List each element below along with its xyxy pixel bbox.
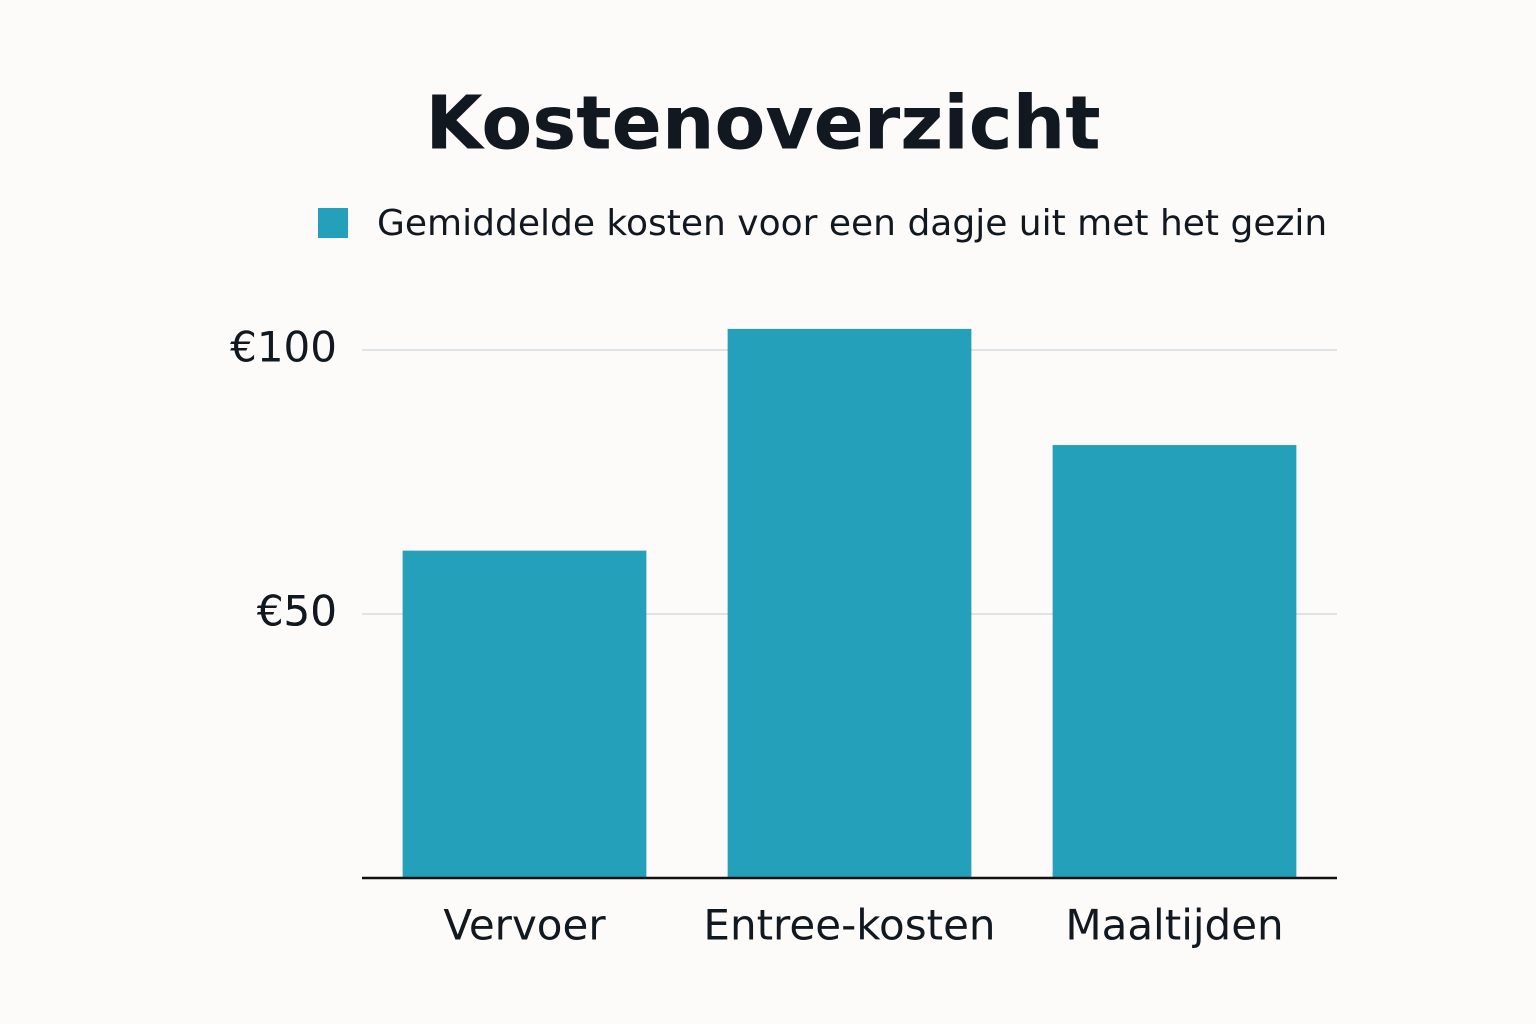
y-tick-label: €50 <box>257 587 337 636</box>
legend-swatch <box>318 208 348 238</box>
bar <box>402 550 647 878</box>
chart-title: Kostenoverzicht <box>425 81 1100 167</box>
legend-label: Gemiddelde kosten voor een dagje uit met… <box>377 203 1327 244</box>
bar <box>727 328 972 878</box>
bar <box>1052 445 1297 878</box>
x-tick-label: Vervoer <box>443 901 606 950</box>
x-tick-label: Entree-kosten <box>703 901 995 950</box>
y-tick-label: €50 <box>257 587 337 636</box>
x-tick-label: Maaltijden <box>1065 901 1283 950</box>
y-tick-label: €100 <box>230 323 337 372</box>
